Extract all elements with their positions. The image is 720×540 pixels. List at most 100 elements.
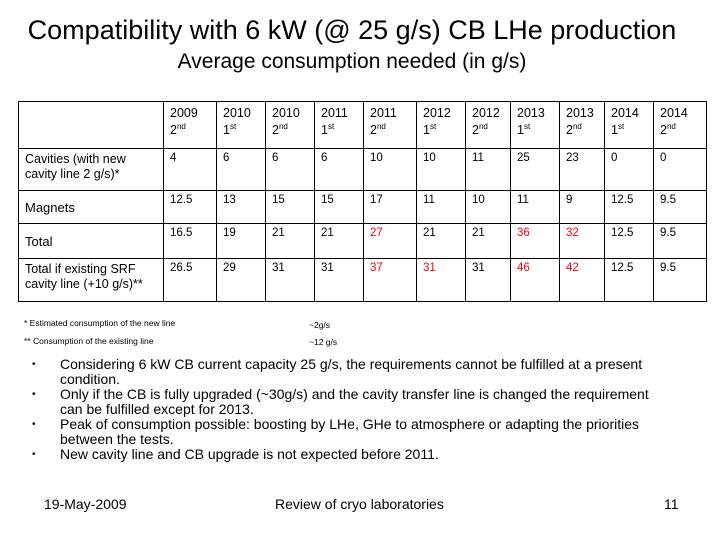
table-cell: 31: [416, 258, 466, 302]
table-cell: 12.5: [604, 190, 654, 224]
slide-title: Compatibility with 6 kW (@ 25 g/s) CB LH…: [27, 15, 677, 45]
column-header: 2011 2nd: [363, 101, 417, 149]
footnote-existing-line-value: ~12 g/s: [309, 337, 338, 347]
column-period-suffix: st: [327, 122, 335, 131]
column-year: 2012: [423, 106, 451, 120]
table-cell: 6: [216, 148, 266, 191]
column-period-number: 2: [660, 123, 667, 137]
table-cell: 32: [559, 223, 605, 259]
column-period-number: 1: [321, 123, 328, 137]
column-period-number: 2: [272, 123, 279, 137]
footer-title: Review of cryo laboratories: [275, 496, 444, 512]
table-cell: 29: [216, 258, 266, 302]
table-row: Total if existing SRF cavity line (+10 g…: [18, 258, 707, 302]
table-cell: 15: [314, 190, 364, 224]
table-row: Magnets 12.5 13 15 15 17 11 10 11 9 12.5 9.5: [18, 190, 707, 224]
column-year: 2010: [272, 106, 300, 120]
table-cell: 12.5: [604, 223, 654, 259]
footnote-new-line: * Estimated consumption of the new line: [24, 318, 176, 328]
bullet-text: Considering 6 kW CB current capacity 25 …: [60, 356, 643, 387]
column-period-number: 2: [170, 123, 177, 137]
column-period-number: 2: [472, 123, 479, 137]
bullet-text: Only if the CB is fully upgraded (~30g/s…: [60, 386, 649, 417]
column-header: 2012 2nd: [465, 101, 511, 149]
footer-date: 19-May-2009: [44, 496, 127, 512]
slide-subtitle: Average consumption needed (in g/s): [177, 50, 527, 73]
table-cell: 26.5: [163, 258, 217, 302]
bullet-item: • Considering 6 kW CB current capacity 25…: [24, 357, 664, 387]
table-cell: 42: [559, 258, 605, 302]
table-cell: 10: [363, 148, 417, 191]
bullet-item: • Only if the CB is fully upgraded (~30g/…: [24, 387, 664, 417]
column-period-suffix: st: [229, 122, 237, 131]
table-cell: 4: [163, 148, 217, 191]
column-period-suffix: nd: [478, 122, 488, 131]
column-year: 2013: [566, 106, 594, 120]
column-period-number: 1: [423, 123, 430, 137]
column-header: 2013 1st: [510, 101, 560, 149]
column-period-number: 1: [517, 123, 524, 137]
column-header: 2014 1st: [604, 101, 654, 149]
table-cell: 16.5: [163, 223, 217, 259]
column-year: 2010: [223, 106, 251, 120]
footnote-new-line-value: ~2g/s: [309, 320, 331, 330]
table-cell: 36: [510, 223, 560, 259]
bullet-dot-icon: •: [32, 359, 36, 370]
column-year: 2012: [472, 106, 500, 120]
bullet-dot-icon: •: [32, 449, 36, 460]
table-cell: 46: [510, 258, 560, 302]
table-cell: 10: [465, 190, 511, 224]
column-header: 2011 1st: [314, 101, 364, 149]
column-period-suffix: st: [523, 122, 531, 131]
table-cell: 12.5: [163, 190, 217, 224]
table-cell: 25: [510, 148, 560, 191]
page-number: 11: [664, 496, 679, 512]
bullet-item: • New cavity line and CB upgrade is not e…: [24, 447, 664, 462]
table-cell: 23: [559, 148, 605, 191]
column-year: 2013: [517, 106, 545, 120]
bullet-dot-icon: •: [32, 419, 36, 430]
bullet-text: Peak of consumption possible: boosting b…: [60, 416, 639, 447]
table-cell: 9: [559, 190, 605, 224]
column-period-suffix: nd: [572, 122, 582, 131]
column-period-number: 1: [611, 123, 618, 137]
column-header: 2009 2nd: [163, 101, 217, 149]
footnote-existing-line: ** Consumption of the existing line: [24, 336, 154, 346]
bullet-list: • Considering 6 kW CB current capacity 25…: [24, 357, 664, 462]
table-cell: 11: [465, 148, 511, 191]
table-header-row: 2009 2nd 2010 1st 2010 2nd 2011 1st 2011 2nd 2012 1…: [18, 101, 707, 149]
bullet-item: • Peak of consumption possible: boosting …: [24, 417, 664, 447]
column-year: 2014: [611, 106, 639, 120]
table-cell: 9.5: [653, 258, 707, 302]
column-header: 2014 2nd: [653, 101, 707, 149]
table-row: Total 16.5 19 21 21 27 21 21 36 32 12.5 9.5: [18, 223, 707, 259]
row-label: Total if existing SRF cavity line (+10 g…: [18, 258, 164, 302]
column-header: 2010 2nd: [265, 101, 315, 149]
table-cell: 0: [653, 148, 707, 191]
column-year: 2011: [321, 106, 348, 120]
table-cell: 21: [465, 223, 511, 259]
consumption-table: 2009 2nd 2010 1st 2010 2nd 2011 1st 2011 2nd 2012 1…: [18, 101, 707, 302]
column-year: 2014: [660, 106, 688, 120]
column-period-suffix: nd: [176, 122, 186, 131]
table-row: Cavities (with new cavity line 2 g/s)* 4 6…: [18, 148, 707, 191]
column-period-suffix: nd: [278, 122, 288, 131]
column-header: 2010 1st: [216, 101, 266, 149]
table-cell: 11: [510, 190, 560, 224]
column-year: 2011: [370, 106, 397, 120]
row-label: Magnets: [18, 190, 164, 224]
table-cell: 13: [216, 190, 266, 224]
bullet-dot-icon: •: [32, 389, 36, 400]
table-cell: 21: [314, 223, 364, 259]
column-period-number: 2: [370, 123, 377, 137]
table-cell: 27: [363, 223, 417, 259]
column-period-number: 2: [566, 123, 573, 137]
column-header: 2012 1st: [416, 101, 466, 149]
table-cell: 11: [416, 190, 466, 224]
bullet-text: New cavity line and CB upgrade is not ex…: [60, 446, 439, 462]
row-label: Cavities (with new cavity line 2 g/s)*: [18, 148, 164, 191]
column-period-number: 1: [223, 123, 230, 137]
table-cell: 12.5: [604, 258, 654, 302]
column-period-suffix: nd: [666, 122, 676, 131]
row-label: Total: [18, 223, 164, 259]
